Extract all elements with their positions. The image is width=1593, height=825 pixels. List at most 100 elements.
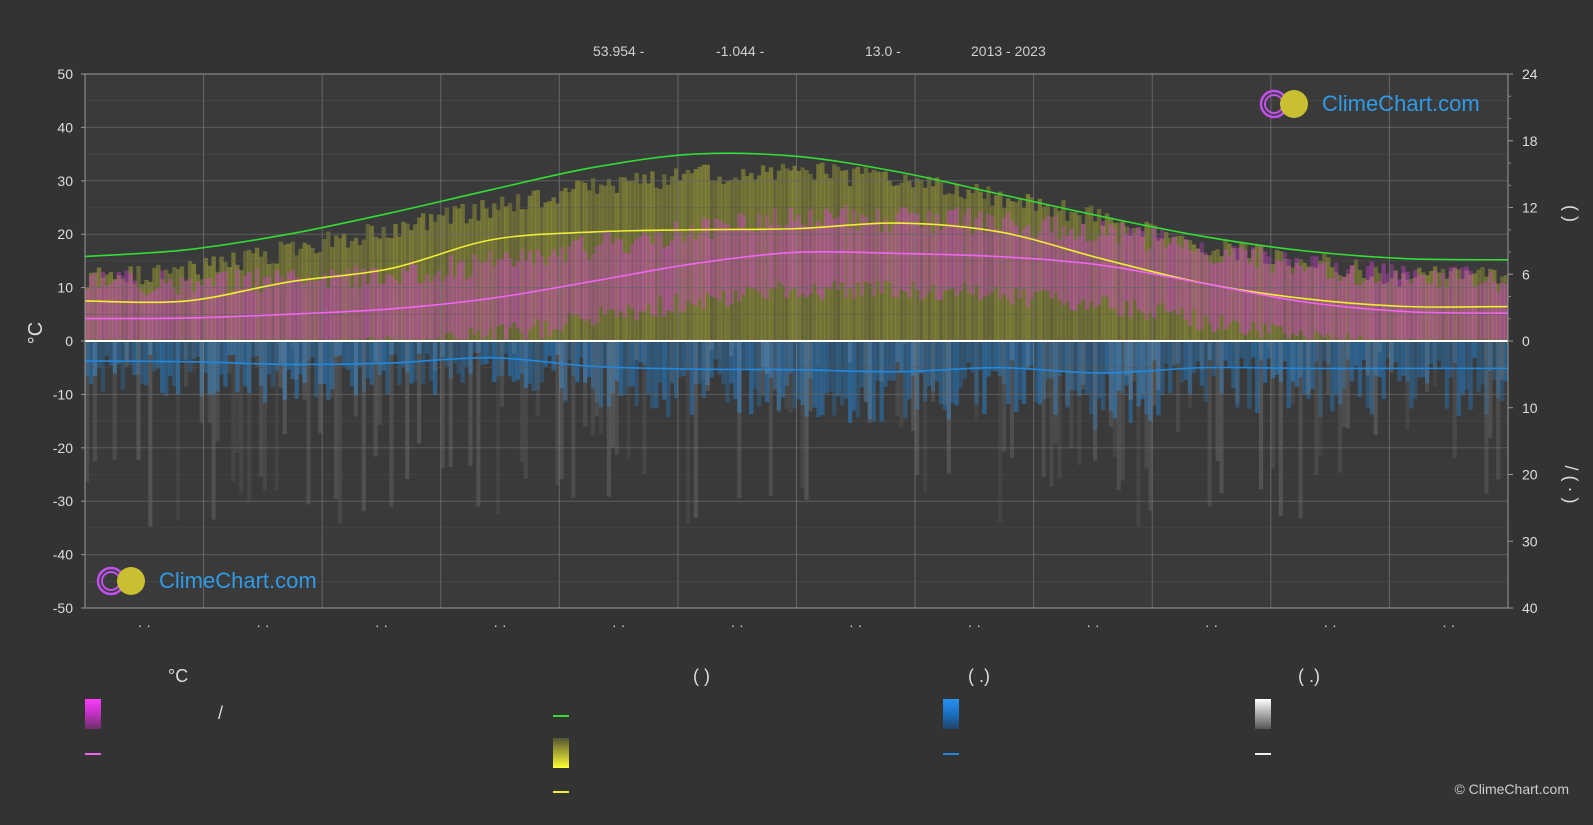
snow-bar bbox=[1500, 341, 1505, 380]
temp-bar bbox=[1393, 270, 1398, 340]
precip-bar bbox=[666, 341, 671, 418]
right-bottom-tick-label: 10 bbox=[1522, 400, 1538, 416]
sunshine-bar bbox=[353, 237, 359, 341]
precip-bar bbox=[930, 341, 936, 392]
month-tick-label: · · bbox=[1086, 617, 1099, 633]
snow-bar bbox=[670, 341, 675, 385]
month-tick-label: · · bbox=[256, 617, 269, 633]
temp-bar bbox=[1013, 225, 1019, 288]
logo-top[interactable]: ClimeChart.com bbox=[1258, 88, 1480, 120]
precip-bar bbox=[808, 341, 813, 379]
temp-bar bbox=[832, 219, 837, 282]
snow-bar bbox=[227, 341, 232, 374]
sunshine-bar bbox=[1409, 278, 1414, 341]
sunshine-bar bbox=[243, 250, 248, 341]
temp-bar bbox=[1464, 266, 1469, 340]
logo-icon bbox=[96, 566, 145, 596]
precip-bar bbox=[488, 341, 493, 360]
sunshine-bar bbox=[594, 193, 600, 341]
precip-bar bbox=[341, 341, 347, 367]
precip-bar bbox=[543, 341, 548, 367]
snow-bar bbox=[816, 341, 821, 365]
sunshine-bar bbox=[792, 165, 797, 341]
sunshine-bar bbox=[397, 236, 402, 341]
sunshine-bar bbox=[140, 284, 145, 341]
precip-bar bbox=[587, 341, 592, 378]
sunshine-bar bbox=[879, 172, 884, 341]
sunshine-bar bbox=[610, 185, 616, 341]
sunshine-bar bbox=[1464, 270, 1469, 341]
temp-bar bbox=[847, 227, 853, 289]
sunshine-bar bbox=[1361, 278, 1367, 341]
precip-bar bbox=[1073, 341, 1078, 391]
sunshine-bar bbox=[515, 194, 521, 341]
temp-bar bbox=[290, 270, 295, 340]
snow-bar bbox=[496, 341, 501, 515]
sunshine-bar bbox=[1124, 226, 1129, 341]
sunshine-bar bbox=[946, 193, 952, 341]
legend-temp-slash: / bbox=[218, 703, 224, 723]
sunshine-bar bbox=[120, 278, 125, 341]
temp-bar bbox=[310, 281, 315, 340]
temp-bar bbox=[1310, 255, 1315, 340]
precip-bar bbox=[298, 341, 303, 375]
sunshine-bar bbox=[847, 186, 853, 341]
sunshine-bar bbox=[278, 241, 284, 341]
precip-bar bbox=[1476, 341, 1481, 393]
snow-bar bbox=[211, 341, 216, 520]
temp-bar bbox=[369, 267, 374, 337]
sunshine-bar bbox=[1116, 222, 1122, 341]
right-bottom-axis-label: / ( · ) bbox=[1561, 466, 1581, 504]
sunshine-bar bbox=[1057, 210, 1062, 341]
precip-bar bbox=[1179, 341, 1185, 383]
sunshine-bar bbox=[148, 281, 153, 341]
snow-bar bbox=[523, 341, 528, 479]
sunshine-bar bbox=[1266, 264, 1272, 341]
precip-bar bbox=[424, 341, 430, 354]
sunshine-bar bbox=[899, 182, 904, 341]
temp-bar bbox=[1199, 242, 1205, 330]
sunshine-bar bbox=[231, 252, 236, 341]
logo-bottom[interactable]: ClimeChart.com bbox=[95, 565, 317, 597]
temp-bar bbox=[361, 268, 367, 340]
temp-bar bbox=[231, 290, 236, 340]
sunshine-bar bbox=[294, 255, 299, 341]
sunshine-bar bbox=[488, 217, 493, 341]
precip-bar bbox=[1081, 341, 1086, 385]
precip-bar bbox=[986, 341, 991, 377]
sunshine-bar bbox=[571, 189, 576, 341]
precip-bar bbox=[851, 341, 857, 411]
temp-bar bbox=[1045, 216, 1050, 291]
precip-bar bbox=[1089, 341, 1094, 415]
temp-bar bbox=[1306, 267, 1311, 340]
temp-bar bbox=[934, 213, 940, 300]
precip-bar bbox=[1120, 341, 1125, 393]
logo-text: ClimeChart.com bbox=[1322, 91, 1480, 116]
snow-bar bbox=[1065, 341, 1070, 406]
temp-bar bbox=[930, 232, 936, 286]
precip-bar bbox=[843, 341, 849, 399]
snow-bar bbox=[717, 341, 722, 359]
precip-bar bbox=[642, 341, 647, 366]
sunshine-bar bbox=[1195, 248, 1201, 341]
temp-bar bbox=[1326, 278, 1331, 335]
precip-bar bbox=[160, 341, 165, 393]
temp-bar bbox=[590, 253, 596, 326]
sunshine-bar bbox=[745, 176, 750, 341]
sunshine-bar bbox=[420, 213, 426, 341]
precip-bar bbox=[1065, 341, 1070, 408]
sunshine-bar bbox=[262, 251, 268, 341]
precip-bar bbox=[1207, 341, 1212, 361]
precip-bar bbox=[1413, 341, 1418, 399]
precip-bar bbox=[1203, 341, 1208, 402]
temp-bar bbox=[1448, 267, 1454, 340]
temp-bar bbox=[1009, 220, 1015, 305]
sunshine-bar bbox=[500, 196, 505, 341]
snow-bar bbox=[946, 341, 951, 474]
temp-bar bbox=[756, 213, 762, 293]
left-axis-label: °C bbox=[25, 322, 47, 344]
temp-bar bbox=[836, 216, 841, 291]
sunshine-bar bbox=[1009, 201, 1015, 341]
sunshine-bar bbox=[1207, 255, 1212, 341]
sunshine-bar bbox=[974, 184, 979, 341]
